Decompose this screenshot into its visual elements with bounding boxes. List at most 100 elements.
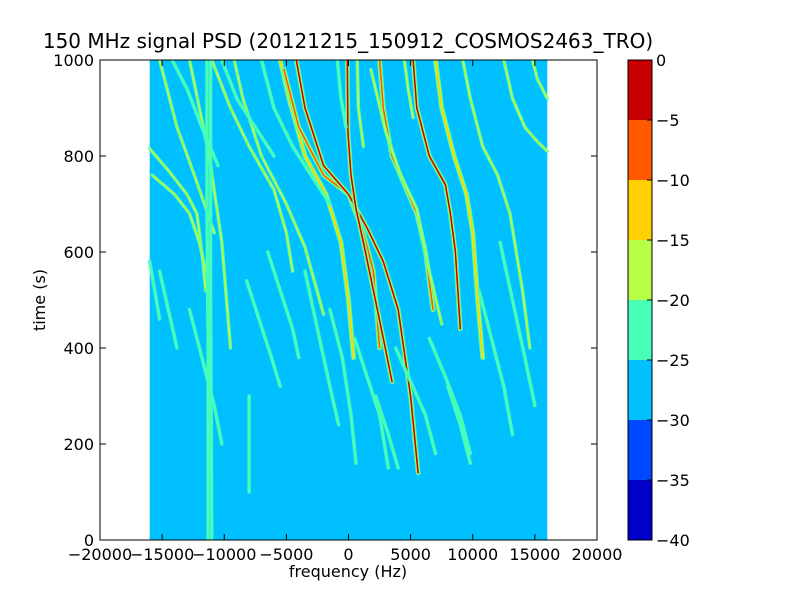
- x-tick-label: 0: [343, 545, 353, 564]
- y-tick-label: 800: [63, 147, 94, 166]
- signal-trace: [147, 259, 162, 321]
- signal-trace-core: [447, 385, 472, 465]
- colorbar-level: [628, 420, 652, 480]
- signal-trace-core: [353, 337, 390, 469]
- y-axis-label: time (s): [30, 269, 49, 331]
- signal-trace: [293, 60, 421, 476]
- signal-trace-core: [428, 337, 472, 455]
- signal-trace-core: [434, 60, 484, 359]
- colorbar-levels: [628, 60, 652, 540]
- colorbar-tick-label: −15: [656, 231, 690, 250]
- signal-trace-core: [233, 60, 325, 316]
- x-tick-label: 10000: [447, 545, 498, 564]
- signal-trace-core: [412, 60, 462, 330]
- signal-trace: [393, 346, 438, 456]
- x-tick-label: 5000: [390, 545, 431, 564]
- signal-trace: [498, 240, 537, 408]
- signal-trace: [220, 60, 276, 158]
- signal-trace-core: [151, 174, 207, 273]
- x-axis-label: frequency (Hz): [289, 562, 407, 581]
- signal-trace: [369, 67, 444, 326]
- signal-trace: [335, 60, 348, 129]
- signal-trace-core: [329, 308, 357, 465]
- signal-trace-core: [502, 60, 549, 153]
- x-tick-label: −15000: [130, 545, 194, 564]
- signal-trace-core: [374, 395, 400, 469]
- signal-trace: [208, 60, 214, 540]
- chart-title: 150 MHz signal PSD (20121215_150912_COSM…: [43, 29, 653, 53]
- x-tick-label: 15000: [509, 545, 560, 564]
- signal-trace: [355, 60, 366, 149]
- y-tick-label: 1000: [53, 51, 94, 70]
- signal-trace: [502, 60, 550, 153]
- y-tick-label: 600: [63, 243, 94, 262]
- x-axis-ticks: −20000−15000−10000 −5000 0 5000 10000 15000 20…: [68, 60, 623, 564]
- signal-trace-core: [266, 251, 300, 359]
- colorbar-level: [628, 480, 652, 540]
- colorbar-level: [628, 120, 652, 180]
- x-tick-label: −5000: [259, 545, 313, 564]
- y-tick-label: 400: [63, 339, 94, 358]
- colorbar-level: [628, 240, 652, 300]
- signal-trace-core: [346, 60, 393, 383]
- signal-trace-core: [148, 260, 161, 321]
- signal-trace: [352, 336, 391, 470]
- colorbar-tick-label: −5: [656, 111, 680, 130]
- signal-trace-core: [478, 289, 514, 436]
- signal-trace: [374, 394, 400, 470]
- signal-trace-core: [499, 241, 536, 407]
- signal-trace: [477, 288, 515, 437]
- colorbar-level: [628, 180, 652, 240]
- colorbar-tick-label: −25: [656, 351, 690, 370]
- colorbar-tick-label: −40: [656, 531, 690, 550]
- signal-trace-core: [461, 60, 531, 349]
- heatmap-layer: [147, 60, 550, 540]
- signal-trace-core: [531, 60, 549, 100]
- signal-trace: [265, 250, 301, 360]
- signal-trace: [232, 60, 326, 317]
- signal-trace-core: [356, 60, 365, 148]
- signal-trace-core: [370, 68, 443, 325]
- signal-trace-core: [158, 270, 178, 349]
- signal-trace: [328, 307, 358, 465]
- colorbar-tick-label: 0: [656, 51, 666, 70]
- colorbar-tick-label: −35: [656, 471, 690, 490]
- signal-trace: [344, 60, 395, 385]
- plot-area: −20000−15000−10000 −5000 0 5000 10000 15000 20…: [53, 51, 622, 564]
- signal-trace: [150, 173, 208, 273]
- colorbar-level: [628, 60, 652, 120]
- colorbar-level: [628, 300, 652, 360]
- x-tick-label: −20000: [68, 545, 132, 564]
- signal-trace: [402, 60, 415, 120]
- colorbar-tick-label: −10: [656, 171, 690, 190]
- x-tick-label: −10000: [192, 545, 256, 564]
- y-tick-label: 200: [63, 435, 94, 454]
- signal-trace: [244, 279, 282, 389]
- signal-trace: [157, 269, 179, 350]
- signal-trace-core: [209, 60, 213, 540]
- signal-trace-core: [210, 60, 294, 273]
- signal-trace: [210, 60, 295, 273]
- signal-trace-core: [245, 279, 282, 388]
- signal-trace-core: [220, 60, 275, 157]
- colorbar-level: [628, 360, 652, 420]
- colorbar-tick-label: −20: [656, 291, 690, 310]
- signal-trace-core: [394, 347, 437, 455]
- colorbar: 0 −5 −10 −15 −20 −25 −30 −35 −40: [627, 51, 690, 550]
- signal-trace: [433, 60, 486, 361]
- signal-trace-core: [304, 270, 340, 426]
- y-axis-ticks: 0 200 400 600 800 1000: [53, 51, 597, 550]
- y-tick-label: 0: [84, 531, 94, 550]
- signal-trace-core: [206, 60, 209, 540]
- signal-trace-core: [403, 60, 414, 119]
- x-tick-label: 20000: [572, 545, 623, 564]
- colorbar-tick-label: −30: [656, 411, 690, 430]
- signal-trace: [205, 60, 210, 540]
- signal-trace-core: [295, 60, 419, 474]
- signal-trace: [530, 60, 550, 101]
- colorbar-ticks: 0 −5 −10 −15 −20 −25 −30 −35 −40: [647, 51, 690, 550]
- signal-trace: [427, 336, 473, 456]
- signal-trace: [461, 60, 532, 350]
- signal-trace: [303, 269, 341, 427]
